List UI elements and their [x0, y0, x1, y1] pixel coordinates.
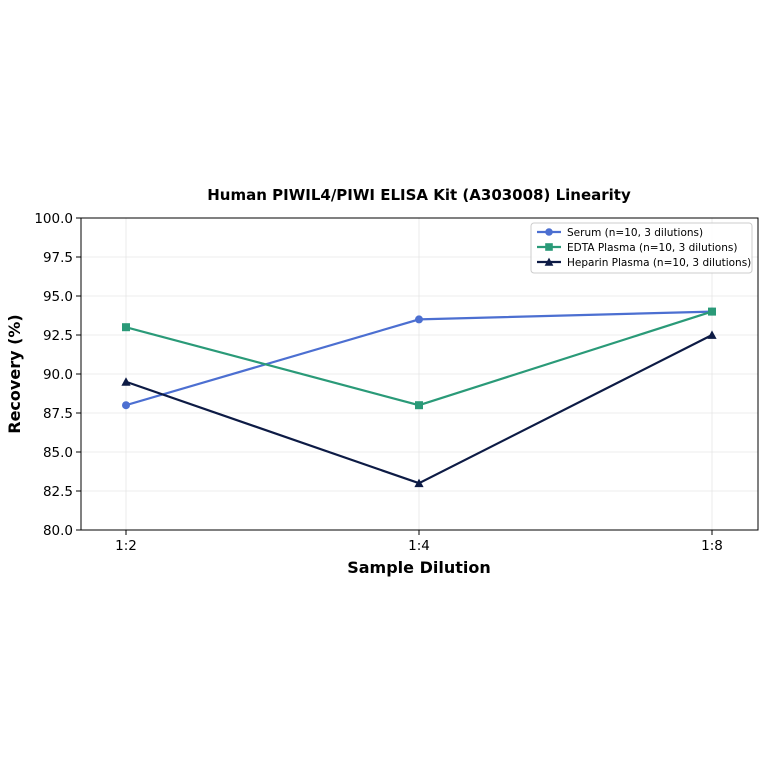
- y-tick-label: 95.0: [43, 289, 73, 305]
- y-tick-label: 82.5: [43, 484, 73, 500]
- legend-label: Heparin Plasma (n=10, 3 dilutions): [567, 257, 751, 269]
- legend-marker: [545, 228, 553, 236]
- x-tick-label: 1:8: [701, 538, 723, 554]
- series-layer: [121, 307, 717, 488]
- y-tick-label: 80.0: [43, 523, 73, 539]
- legend-label: Serum (n=10, 3 dilutions): [567, 227, 703, 239]
- data-point: [414, 478, 424, 488]
- legend-item: Serum (n=10, 3 dilutions): [537, 227, 703, 239]
- x-axis-title: Sample Dilution: [347, 558, 491, 577]
- data-point: [707, 330, 717, 339]
- legend-item: EDTA Plasma (n=10, 3 dilutions): [537, 242, 737, 254]
- legend-item: Heparin Plasma (n=10, 3 dilutions): [537, 257, 751, 269]
- legend-marker: [545, 243, 553, 251]
- y-axis-title: Recovery (%): [5, 314, 24, 433]
- y-tick-label: 97.5: [43, 250, 73, 266]
- data-point: [415, 401, 423, 410]
- y-tick-label: 100.0: [34, 211, 73, 227]
- y-tick-label: 92.5: [43, 328, 73, 344]
- data-point: [708, 307, 716, 316]
- legend: Serum (n=10, 3 dilutions) EDTA Plasma (n=…: [530, 222, 753, 274]
- x-axis: 1:2 1:4 1:8: [115, 530, 723, 554]
- data-point: [415, 315, 423, 324]
- chart-title: Human PIWIL4/PIWI ELISA Kit (A303008) Li…: [207, 186, 631, 204]
- x-tick-label: 1:4: [408, 538, 430, 554]
- y-tick-label: 87.5: [43, 406, 73, 422]
- legend-box: [530, 222, 753, 274]
- y-tick-label: 90.0: [43, 367, 73, 383]
- legend-label: EDTA Plasma (n=10, 3 dilutions): [567, 242, 737, 254]
- x-tick-label: 1:2: [115, 538, 137, 554]
- data-point: [121, 377, 131, 386]
- series-1: [122, 307, 716, 410]
- series-2: [121, 330, 717, 488]
- data-point: [122, 401, 130, 410]
- data-point: [122, 323, 130, 332]
- legend-marker: [544, 257, 554, 266]
- y-tick-label: 85.0: [43, 445, 73, 461]
- y-axis: 80.0 82.5 85.0 87.5 90.0 92.5 95.0 97.5 100.0: [34, 211, 81, 539]
